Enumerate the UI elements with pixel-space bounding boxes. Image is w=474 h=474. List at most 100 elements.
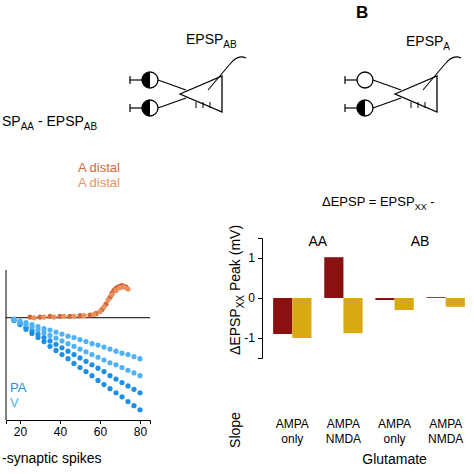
rich-text: EPSPAB: [186, 31, 237, 50]
point: [125, 286, 130, 291]
point: [137, 390, 142, 395]
point: [29, 322, 34, 327]
input-line: [130, 79, 142, 80]
category-label: AMPANMDA: [326, 417, 361, 446]
tick-mark: [100, 420, 101, 424]
dendrite-mark: [425, 102, 426, 108]
y-axis-title: SlopeΔEPSPXXPeak (mV): [227, 225, 246, 448]
x-axis-title: Glutamate: [362, 451, 427, 467]
input-line: [345, 107, 357, 108]
legend-entry: A distal: [78, 160, 120, 175]
tick-label: 1: [248, 251, 255, 265]
point: [83, 369, 88, 374]
group-label: AA: [309, 233, 328, 249]
tick: 40: [54, 420, 68, 439]
dendrite-mark: [418, 102, 419, 108]
point: [107, 360, 112, 365]
point: [41, 335, 46, 340]
point: [59, 338, 64, 343]
text-part: - EPSP: [34, 113, 84, 129]
rich-text: SPAA - EPSPAB: [2, 113, 97, 132]
point: [105, 297, 110, 302]
text-part: -: [427, 194, 439, 209]
point: [59, 352, 64, 357]
tick-mark: [258, 298, 262, 299]
presynaptic-cell: [142, 100, 158, 116]
point: [119, 365, 124, 370]
subscript: AB: [84, 121, 98, 132]
input-tick: [344, 76, 345, 84]
point: [101, 357, 106, 362]
point: [89, 341, 94, 346]
point: [47, 333, 52, 338]
rich-text: Slope: [227, 412, 243, 448]
tick-mark: [258, 258, 262, 259]
tick-label: 40: [54, 425, 68, 439]
point: [41, 314, 46, 319]
electrode: [208, 57, 246, 90]
dendrite-mark: [203, 102, 204, 108]
point: [119, 394, 124, 399]
legend-entry: V: [10, 395, 19, 410]
point: [51, 314, 56, 319]
point: [89, 373, 94, 378]
input-tick: [344, 104, 345, 112]
subscript: AA: [21, 121, 35, 132]
panel-label: B: [356, 3, 368, 22]
point: [101, 304, 106, 309]
point: [107, 373, 112, 378]
plot-area: [273, 257, 465, 338]
subscript: A: [443, 41, 450, 52]
subscript: XX: [415, 202, 427, 212]
point: [23, 320, 28, 325]
y-axis: -101: [244, 239, 262, 359]
tick: 1: [248, 251, 262, 265]
point: [101, 344, 106, 349]
point: [83, 359, 88, 364]
bar: [292, 298, 311, 338]
point: [101, 369, 106, 374]
electrode: [423, 57, 461, 90]
text-part: ΔEPSP = EPSP: [322, 194, 415, 209]
point: [77, 346, 82, 351]
input-tick: [129, 104, 130, 112]
plot-area: [6, 283, 150, 412]
axis-line: [7, 421, 151, 425]
axon: [158, 80, 186, 90]
point: [95, 355, 100, 360]
category-label: AMPANMDA: [428, 417, 463, 446]
rich-text: ΔEPSPXX: [227, 295, 246, 355]
point: [83, 349, 88, 354]
axon: [373, 80, 401, 90]
bar: [427, 297, 446, 299]
scatter-panel: SPAA - EPSPAB20406080-synaptic spikesPAV…: [2, 113, 151, 466]
point: [11, 316, 16, 321]
point: [91, 312, 96, 317]
cell-fill: [357, 100, 365, 116]
input-tick: [129, 76, 130, 84]
bar: [343, 298, 362, 333]
text-part: Slope: [227, 412, 243, 448]
cell-fill: [142, 72, 150, 88]
point: [35, 324, 40, 329]
point: [47, 327, 52, 332]
point: [59, 331, 64, 336]
dendrite-mark: [210, 102, 211, 108]
x-axis: 20406080: [7, 420, 151, 439]
point: [107, 346, 112, 351]
text-part: EPSP: [406, 33, 443, 49]
point: [77, 337, 82, 342]
presynaptic-cell: [142, 72, 158, 88]
point: [137, 356, 142, 361]
point: [109, 292, 114, 297]
point: [119, 351, 124, 356]
point: [113, 349, 118, 354]
point: [53, 329, 58, 334]
bar-panel: ΔEPSP = EPSPXX - -101AAABAMPAonlyAMPANMD…: [227, 194, 465, 467]
dendrite-mark: [411, 102, 412, 108]
tick-mark: [60, 420, 61, 424]
point: [137, 407, 142, 412]
tick: -1: [244, 331, 262, 345]
point: [71, 352, 76, 357]
point: [11, 317, 16, 322]
